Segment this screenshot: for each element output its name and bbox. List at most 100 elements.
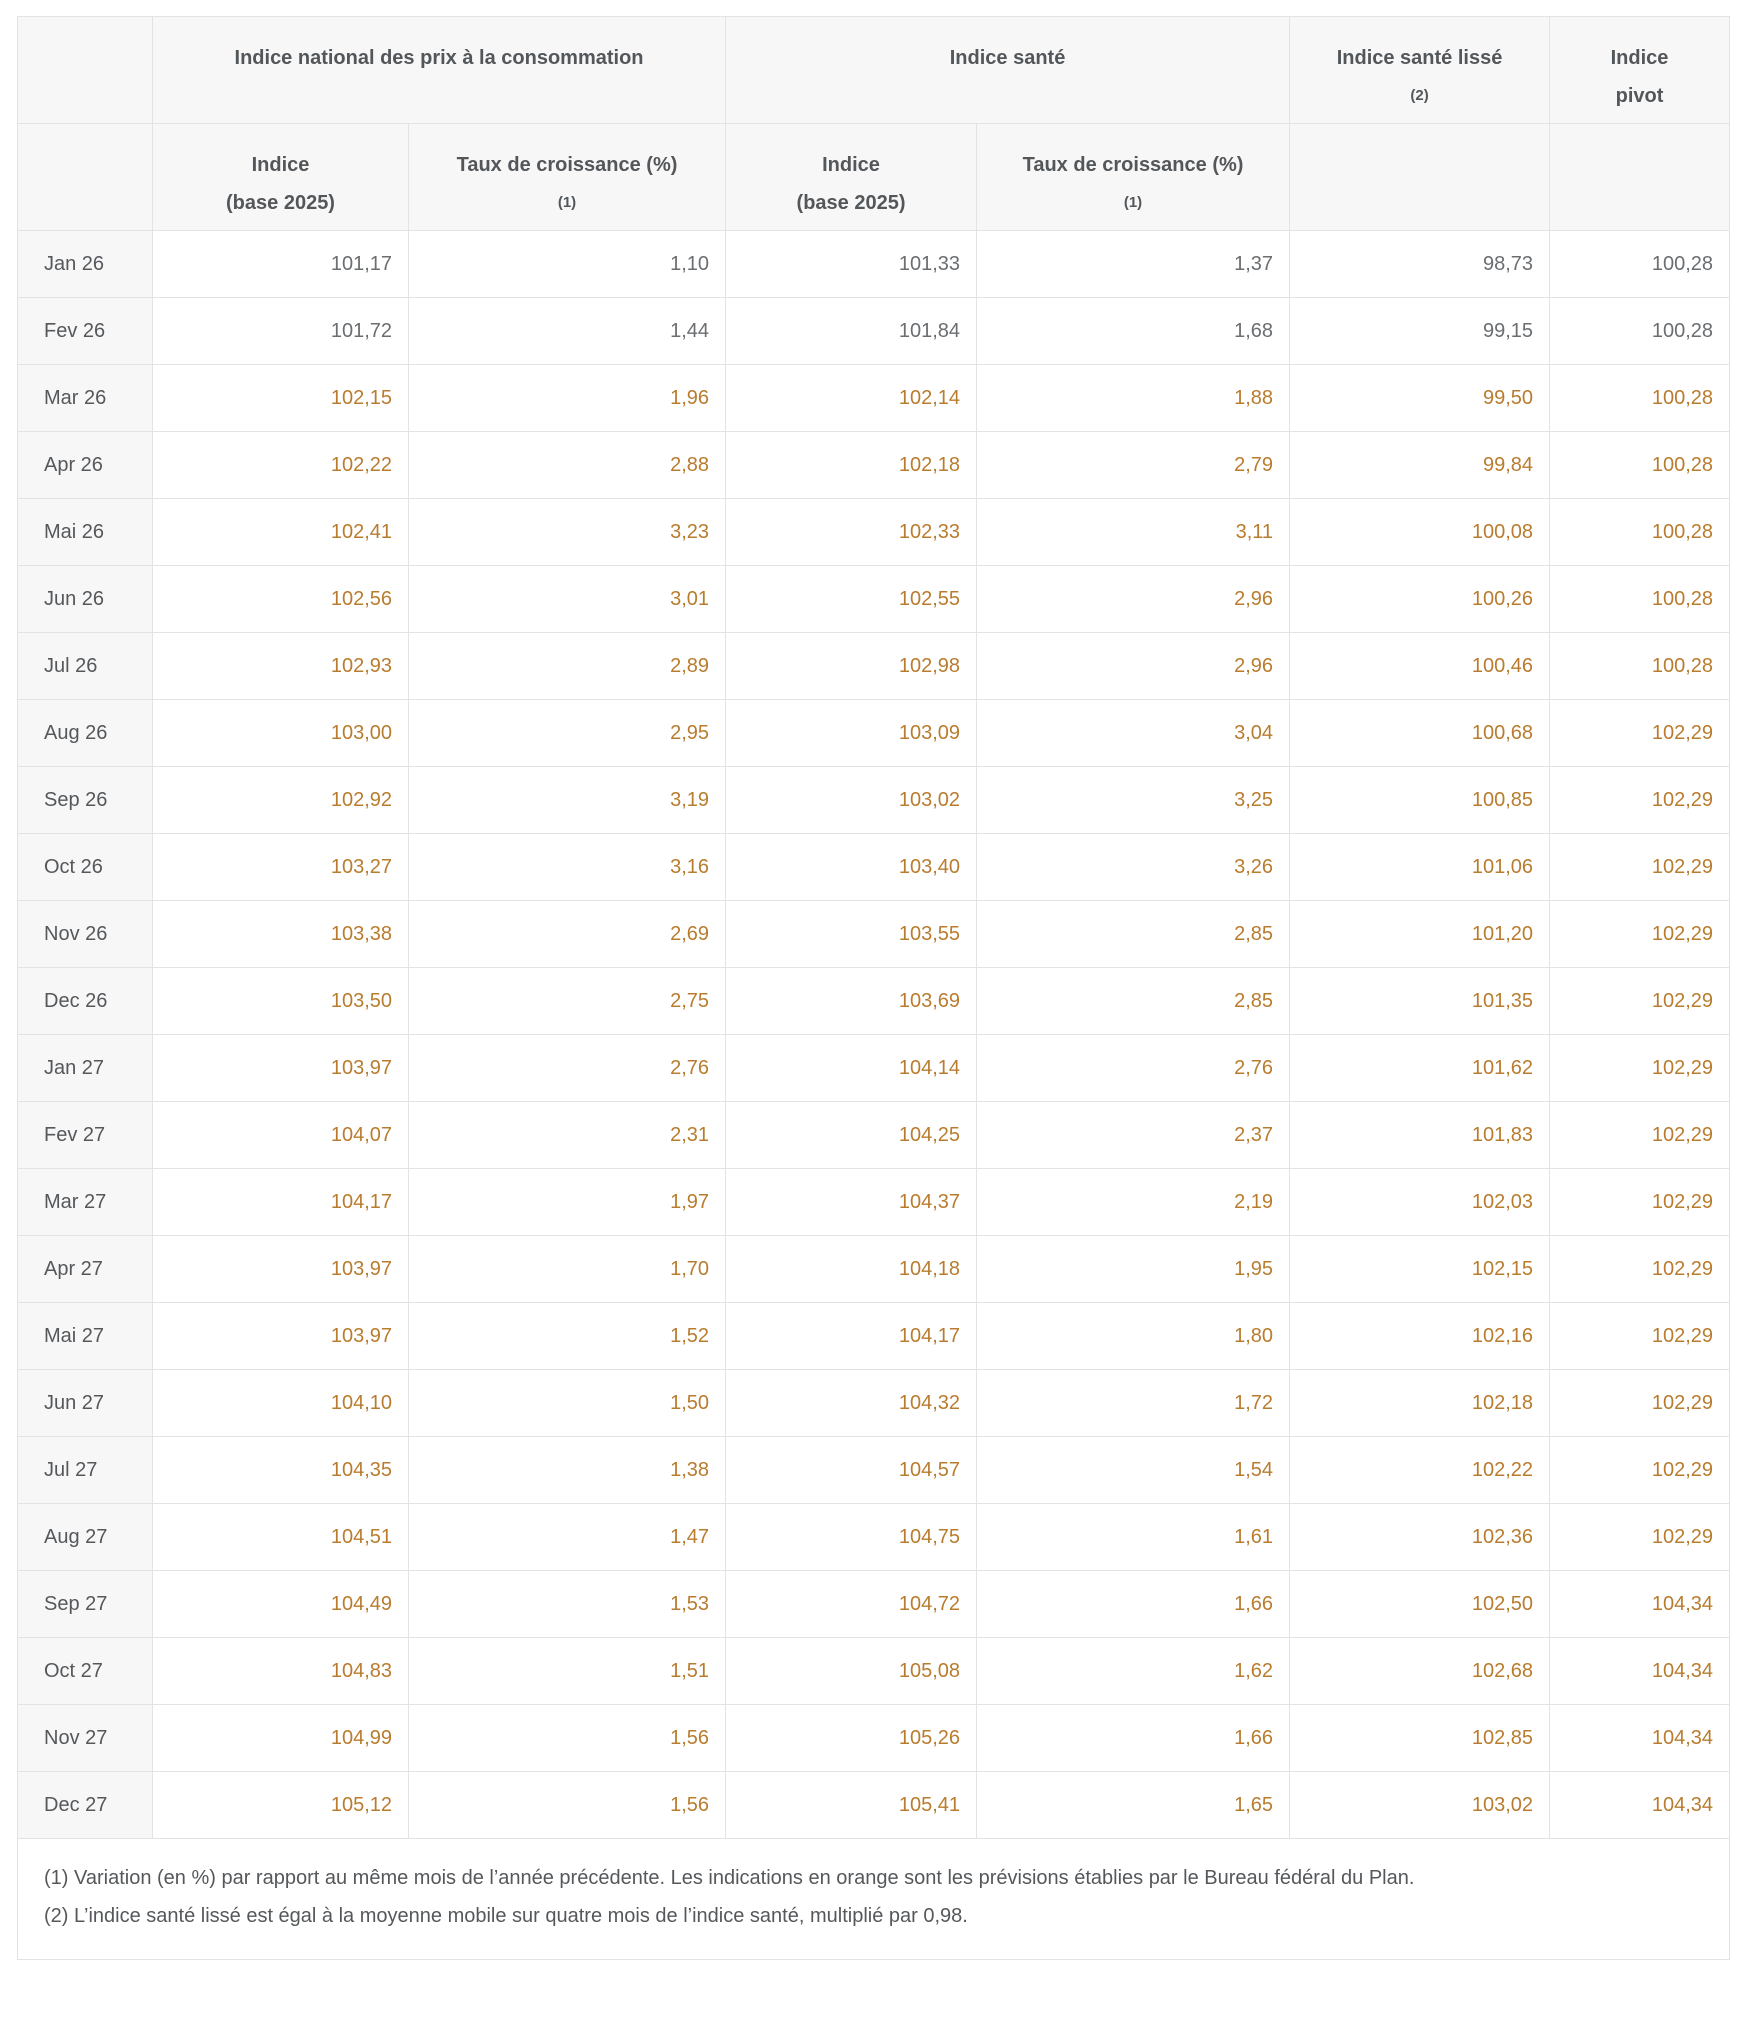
month-label: Jun 26 — [17, 565, 153, 633]
header-cpi-index-base: (base 2025) — [226, 192, 335, 214]
cpi-growth-value: 3,16 — [407, 833, 727, 901]
table-row: Jul 27 104,35 1,38 104,57 1,54 102,22 10… — [17, 1436, 1731, 1504]
health-index-value: 103,02 — [725, 766, 978, 834]
pivot-index-value: 100,28 — [1549, 565, 1731, 633]
cpi-index-value: 103,97 — [152, 1235, 409, 1303]
smoothed-health-value: 102,03 — [1289, 1168, 1551, 1236]
cpi-growth-value: 1,51 — [407, 1637, 727, 1705]
header-corner-cell-2 — [17, 123, 153, 231]
cpi-growth-value: 1,70 — [407, 1235, 727, 1303]
cpi-index-value: 104,35 — [152, 1436, 409, 1504]
header-corner-cell — [17, 16, 153, 124]
health-index-value: 103,69 — [725, 967, 978, 1035]
health-index-value: 101,84 — [725, 297, 978, 365]
pivot-index-value: 104,34 — [1549, 1704, 1731, 1772]
footnotes-cell: (1) Variation (en %) par rapport au même… — [16, 1838, 1731, 1960]
cpi-growth-value: 1,56 — [407, 1704, 727, 1772]
month-label: Apr 26 — [17, 431, 153, 499]
header-group-health: Indice santé — [725, 16, 1291, 124]
health-index-value: 104,25 — [725, 1101, 978, 1169]
health-growth-value: 2,85 — [976, 967, 1291, 1035]
cpi-index-value: 103,97 — [152, 1034, 409, 1102]
pivot-index-value: 102,29 — [1549, 967, 1731, 1035]
health-growth-value: 1,54 — [976, 1436, 1291, 1504]
pivot-index-value: 102,29 — [1549, 1436, 1731, 1504]
header-pivot-empty — [1549, 123, 1731, 231]
smoothed-health-value: 101,35 — [1289, 967, 1551, 1035]
health-index-value: 104,17 — [725, 1302, 978, 1370]
table-header: Indice national des prix à la consommati… — [17, 16, 1731, 231]
table-row: Jun 26 102,56 3,01 102,55 2,96 100,26 10… — [17, 565, 1731, 633]
pivot-index-value: 102,29 — [1549, 1034, 1731, 1102]
health-index-value: 102,98 — [725, 632, 978, 700]
table-row: Dec 27 105,12 1,56 105,41 1,65 103,02 10… — [17, 1771, 1731, 1839]
health-growth-value: 2,96 — [976, 565, 1291, 633]
health-index-value: 105,08 — [725, 1637, 978, 1705]
header-health-growth-label: Taux de croissance (%) — [1022, 154, 1244, 176]
smoothed-health-value: 100,85 — [1289, 766, 1551, 834]
health-growth-value: 1,66 — [976, 1570, 1291, 1638]
pivot-index-value: 100,28 — [1549, 364, 1731, 432]
cpi-growth-value: 3,23 — [407, 498, 727, 566]
month-label: Jun 27 — [17, 1369, 153, 1437]
pivot-index-value: 100,28 — [1549, 431, 1731, 499]
smoothed-health-value: 102,15 — [1289, 1235, 1551, 1303]
health-growth-value: 1,66 — [976, 1704, 1291, 1772]
header-health-growth: Taux de croissance (%) (1) — [976, 123, 1291, 231]
cpi-index-value: 102,22 — [152, 431, 409, 499]
smoothed-health-value: 100,08 — [1289, 498, 1551, 566]
table-row: Oct 27 104,83 1,51 105,08 1,62 102,68 10… — [17, 1637, 1731, 1705]
cpi-index-value: 103,38 — [152, 900, 409, 968]
table-row: Aug 26 103,00 2,95 103,09 3,04 100,68 10… — [17, 699, 1731, 767]
header-group-row: Indice national des prix à la consommati… — [17, 16, 1731, 124]
table-row: Mai 27 103,97 1,52 104,17 1,80 102,16 10… — [17, 1302, 1731, 1370]
cpi-growth-value: 2,95 — [407, 699, 727, 767]
table-row: Sep 26 102,92 3,19 103,02 3,25 100,85 10… — [17, 766, 1731, 834]
table-row: Mar 26 102,15 1,96 102,14 1,88 99,50 100… — [17, 364, 1731, 432]
table-row: Apr 27 103,97 1,70 104,18 1,95 102,15 10… — [17, 1235, 1731, 1303]
smoothed-health-value: 99,15 — [1289, 297, 1551, 365]
month-label: Dec 26 — [17, 967, 153, 1035]
header-group-smoothed-label: Indice santé lissé — [1336, 47, 1503, 69]
health-index-value: 104,72 — [725, 1570, 978, 1638]
health-growth-value: 1,88 — [976, 364, 1291, 432]
health-index-value: 104,75 — [725, 1503, 978, 1571]
health-index-value: 104,18 — [725, 1235, 978, 1303]
health-index-value: 103,40 — [725, 833, 978, 901]
indices-table-container: Indice national des prix à la consommati… — [16, 16, 1731, 1960]
cpi-index-value: 104,83 — [152, 1637, 409, 1705]
smoothed-health-value: 102,36 — [1289, 1503, 1551, 1571]
cpi-index-value: 102,41 — [152, 498, 409, 566]
header-group-pivot-line1: Indice — [1610, 47, 1669, 69]
header-group-pivot: Indice pivot — [1549, 16, 1731, 124]
pivot-index-value: 100,28 — [1549, 498, 1731, 566]
health-growth-value: 1,68 — [976, 297, 1291, 365]
pivot-index-value: 102,29 — [1549, 1369, 1731, 1437]
footnote-2: (2) L’indice santé lissé est égal à la m… — [44, 1905, 968, 1927]
smoothed-health-value: 102,50 — [1289, 1570, 1551, 1638]
health-growth-value: 1,65 — [976, 1771, 1291, 1839]
cpi-growth-value: 1,53 — [407, 1570, 727, 1638]
month-label: Jan 26 — [17, 230, 153, 298]
footnotes-row: (1) Variation (en %) par rapport au même… — [16, 1838, 1731, 1960]
cpi-growth-value: 2,69 — [407, 900, 727, 968]
header-cpi-index: Indice (base 2025) — [152, 123, 409, 231]
month-label: Mai 26 — [17, 498, 153, 566]
pivot-index-value: 100,28 — [1549, 230, 1731, 298]
table-row: Sep 27 104,49 1,53 104,72 1,66 102,50 10… — [17, 1570, 1731, 1638]
cpi-index-value: 103,97 — [152, 1302, 409, 1370]
health-growth-value: 3,04 — [976, 699, 1291, 767]
table-row: Nov 27 104,99 1,56 105,26 1,66 102,85 10… — [17, 1704, 1731, 1772]
health-index-value: 102,18 — [725, 431, 978, 499]
health-growth-value: 1,37 — [976, 230, 1291, 298]
cpi-growth-value: 2,75 — [407, 967, 727, 1035]
smoothed-health-value: 102,22 — [1289, 1436, 1551, 1504]
smoothed-health-value: 102,85 — [1289, 1704, 1551, 1772]
cpi-growth-value: 1,50 — [407, 1369, 727, 1437]
month-label: Jul 27 — [17, 1436, 153, 1504]
health-index-value: 102,14 — [725, 364, 978, 432]
health-index-value: 104,14 — [725, 1034, 978, 1102]
health-index-value: 104,32 — [725, 1369, 978, 1437]
table-footer: (1) Variation (en %) par rapport au même… — [16, 1838, 1731, 1960]
health-index-value: 105,41 — [725, 1771, 978, 1839]
